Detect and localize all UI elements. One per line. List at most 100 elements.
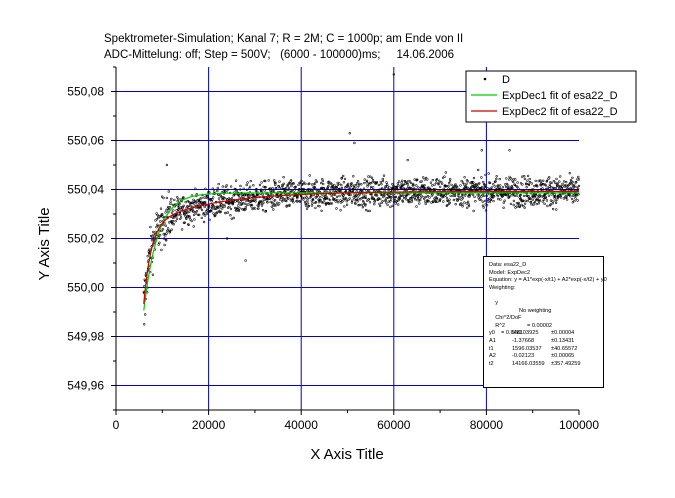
y-tick-label-6: 550,08 <box>67 85 104 99</box>
data-point-1860 <box>568 181 572 185</box>
data-point-156 <box>178 202 181 205</box>
data-point-1226 <box>423 178 426 181</box>
data-point-1685 <box>528 180 532 184</box>
data-point-984 <box>368 183 371 186</box>
data-point-716 <box>306 202 310 205</box>
data-point-987 <box>368 201 372 204</box>
data-point-400 <box>234 200 237 203</box>
data-point-380 <box>229 207 233 211</box>
data-point-214 <box>191 201 195 204</box>
stats-param-value: 1596.03537 <box>512 345 542 352</box>
data-point-1805 <box>556 184 559 188</box>
data-point-606 <box>281 184 284 188</box>
data-point-1737 <box>540 195 544 198</box>
data-point-815 <box>329 181 332 185</box>
stats-r2-key: R^2 <box>495 322 505 329</box>
data-point-827 <box>332 186 335 190</box>
data-point-1358 <box>453 194 457 198</box>
data-point-1202 <box>418 202 421 205</box>
data-point-1892 <box>576 178 579 181</box>
data-point-533 <box>264 209 268 213</box>
data-point-1873 <box>571 194 575 197</box>
data-point-870 <box>342 174 345 178</box>
y-tick-label-0: 549,96 <box>67 379 104 393</box>
data-point-outlier-7 <box>392 73 395 76</box>
data-point-294 <box>210 209 213 213</box>
data-point-560 <box>270 202 274 205</box>
data-point-1021 <box>376 188 379 192</box>
data-point-996 <box>370 176 374 180</box>
data-point-1370 <box>456 199 459 202</box>
data-point-1704 <box>533 184 536 188</box>
data-point-931 <box>356 182 359 185</box>
data-point-988 <box>369 175 372 178</box>
data-point-578 <box>275 187 278 190</box>
data-point-1538 <box>495 177 498 181</box>
data-point-1615 <box>512 199 516 203</box>
data-point-1113 <box>397 199 401 202</box>
data-point-1402 <box>463 194 467 197</box>
data-point-1213 <box>420 180 423 183</box>
data-point-225 <box>194 187 197 190</box>
data-point-1707 <box>533 200 537 204</box>
data-point-864 <box>340 176 343 180</box>
data-point-821 <box>330 202 334 205</box>
data-point-786 <box>322 187 326 190</box>
data-point-940 <box>358 182 361 186</box>
data-point-1231 <box>424 195 428 199</box>
data-point-332 <box>218 204 222 208</box>
data-point-756 <box>315 180 319 184</box>
data-point-1510 <box>488 200 491 204</box>
grid <box>116 67 579 410</box>
stats-weighting-value: No weighting <box>519 307 552 314</box>
data-point-328 <box>217 197 221 200</box>
data-point-1740 <box>541 187 544 190</box>
data-point-1293 <box>438 185 442 189</box>
data-point-707 <box>304 202 307 206</box>
data-point-1871 <box>571 180 574 184</box>
data-point-569 <box>273 179 276 182</box>
data-point-72 <box>159 220 162 223</box>
data-point-1030 <box>378 188 381 191</box>
data-point-99 <box>165 208 168 212</box>
data-point-94 <box>164 234 167 237</box>
data-point-1302 <box>441 182 444 186</box>
data-point-151 <box>177 197 180 201</box>
stats-param-error: ±357.49259 <box>551 360 581 367</box>
data-point-894 <box>347 186 350 190</box>
data-point-37 <box>151 235 154 238</box>
data-point-739 <box>311 198 315 202</box>
data-point-1629 <box>515 194 519 197</box>
data-point-732 <box>310 189 313 193</box>
data-point-873 <box>342 181 346 184</box>
data-point-783 <box>322 182 325 186</box>
data-point-705 <box>304 182 307 186</box>
data-point-694 <box>301 187 304 191</box>
data-point-1800 <box>555 208 558 211</box>
data-point-624 <box>285 204 288 207</box>
data-point-207 <box>190 209 193 212</box>
stats-chi-value: = 0.00002 <box>527 322 553 329</box>
data-point-806 <box>327 197 330 201</box>
data-point-1409 <box>465 202 468 205</box>
data-point-232 <box>195 210 199 213</box>
data-point-413 <box>237 204 240 207</box>
data-point-1778 <box>550 186 553 189</box>
data-point-1493 <box>484 209 488 212</box>
data-point-696 <box>302 198 305 201</box>
data-point-519 <box>261 193 264 196</box>
data-point-340 <box>220 203 223 206</box>
data-point-1175 <box>411 182 415 186</box>
data-point-1659 <box>522 194 526 198</box>
stats-r2-value: = 0.6481 <box>501 330 523 337</box>
data-point-1732 <box>539 180 542 183</box>
data-point-683 <box>299 200 302 203</box>
data-point-620 <box>284 189 288 192</box>
data-point-990 <box>369 181 372 185</box>
data-point-1547 <box>497 197 500 201</box>
data-point-131 <box>172 223 176 226</box>
data-point-102 <box>166 229 169 233</box>
data-point-114 <box>168 206 172 209</box>
data-point-174 <box>182 204 185 208</box>
stats-weighting-title: Weighting: <box>489 284 516 291</box>
